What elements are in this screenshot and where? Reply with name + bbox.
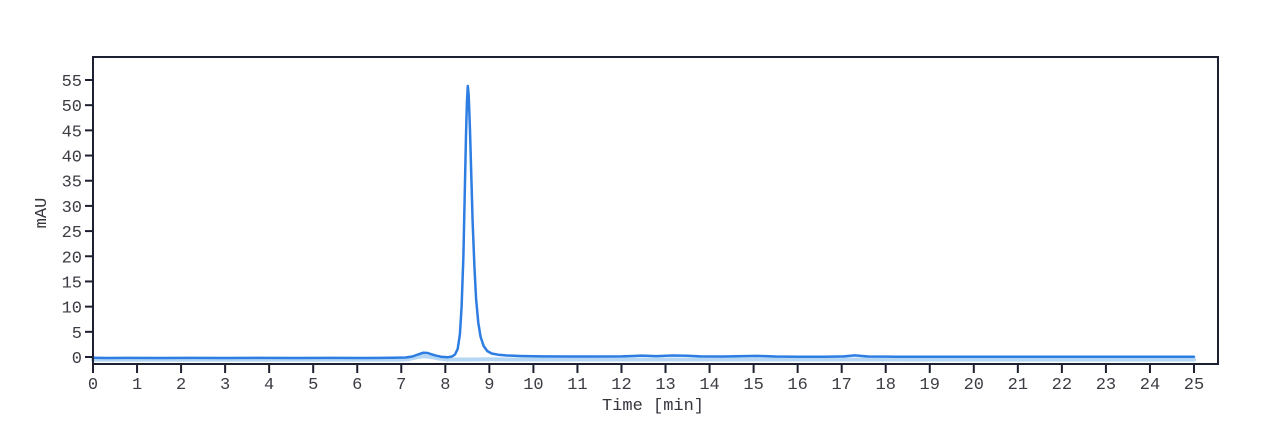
x-tick-label: 11 [567, 376, 587, 395]
plot-border [92, 56, 1219, 365]
y-tick-label: 25 [62, 224, 82, 243]
y-tick-label: 10 [62, 300, 82, 319]
y-tick-label: 55 [62, 73, 82, 92]
x-tick-label: 16 [787, 376, 807, 395]
x-tick-label: 24 [1140, 376, 1160, 395]
x-tick-label: 21 [1008, 376, 1028, 395]
x-axis-title: Time [min] [602, 397, 704, 416]
y-tick-label: 15 [62, 274, 82, 293]
x-tick-label: 2 [176, 376, 186, 395]
x-tick-label: 7 [396, 376, 406, 395]
x-tick-label: 15 [743, 376, 763, 395]
x-tick-label: 13 [655, 376, 675, 395]
trace-layer [91, 84, 1196, 362]
x-tick-label: 0 [88, 376, 98, 395]
x-tick-label: 12 [611, 376, 631, 395]
x-tick-label: 3 [220, 376, 230, 395]
x-tick-label: 4 [264, 376, 274, 395]
x-tick-label: 22 [1052, 376, 1072, 395]
axis-ticks [85, 78, 1195, 373]
x-tick-label: 18 [876, 376, 896, 395]
x-tick-label: 20 [964, 376, 984, 395]
x-tick-label: 25 [1184, 376, 1204, 395]
x-tick-label: 1 [132, 376, 142, 395]
x-tick-label: 14 [699, 376, 719, 395]
x-tick-label: 8 [440, 376, 450, 395]
y-tick-label: 5 [72, 325, 82, 344]
y-axis-title: mAU [33, 198, 52, 229]
x-tick-label: 9 [484, 376, 494, 395]
x-tick-label: 10 [523, 376, 543, 395]
y-tick-label: 40 [62, 149, 82, 168]
x-tick-label: 17 [831, 376, 851, 395]
signal-trace [91, 84, 1196, 360]
y-tick-label: 50 [62, 98, 82, 117]
y-tick-label: 30 [62, 199, 82, 218]
y-tick-label: 35 [62, 174, 82, 193]
y-tick-label: 0 [72, 350, 82, 369]
x-tick-label: 5 [308, 376, 318, 395]
x-tick-label: 19 [920, 376, 940, 395]
y-tick-label: 45 [62, 123, 82, 142]
y-tick-label: 20 [62, 249, 82, 268]
plot-frame [92, 56, 1219, 365]
axis-tick-labels: 0 1 2 3 4 5 6 7 8 9 10 11 12 13 14 15 16 17 18 19 20 21 22 23 24… [62, 73, 1205, 395]
x-tick-label: 23 [1096, 376, 1116, 395]
x-tick-label: 6 [352, 376, 362, 395]
baseline-underlay-trace [91, 354, 1196, 362]
